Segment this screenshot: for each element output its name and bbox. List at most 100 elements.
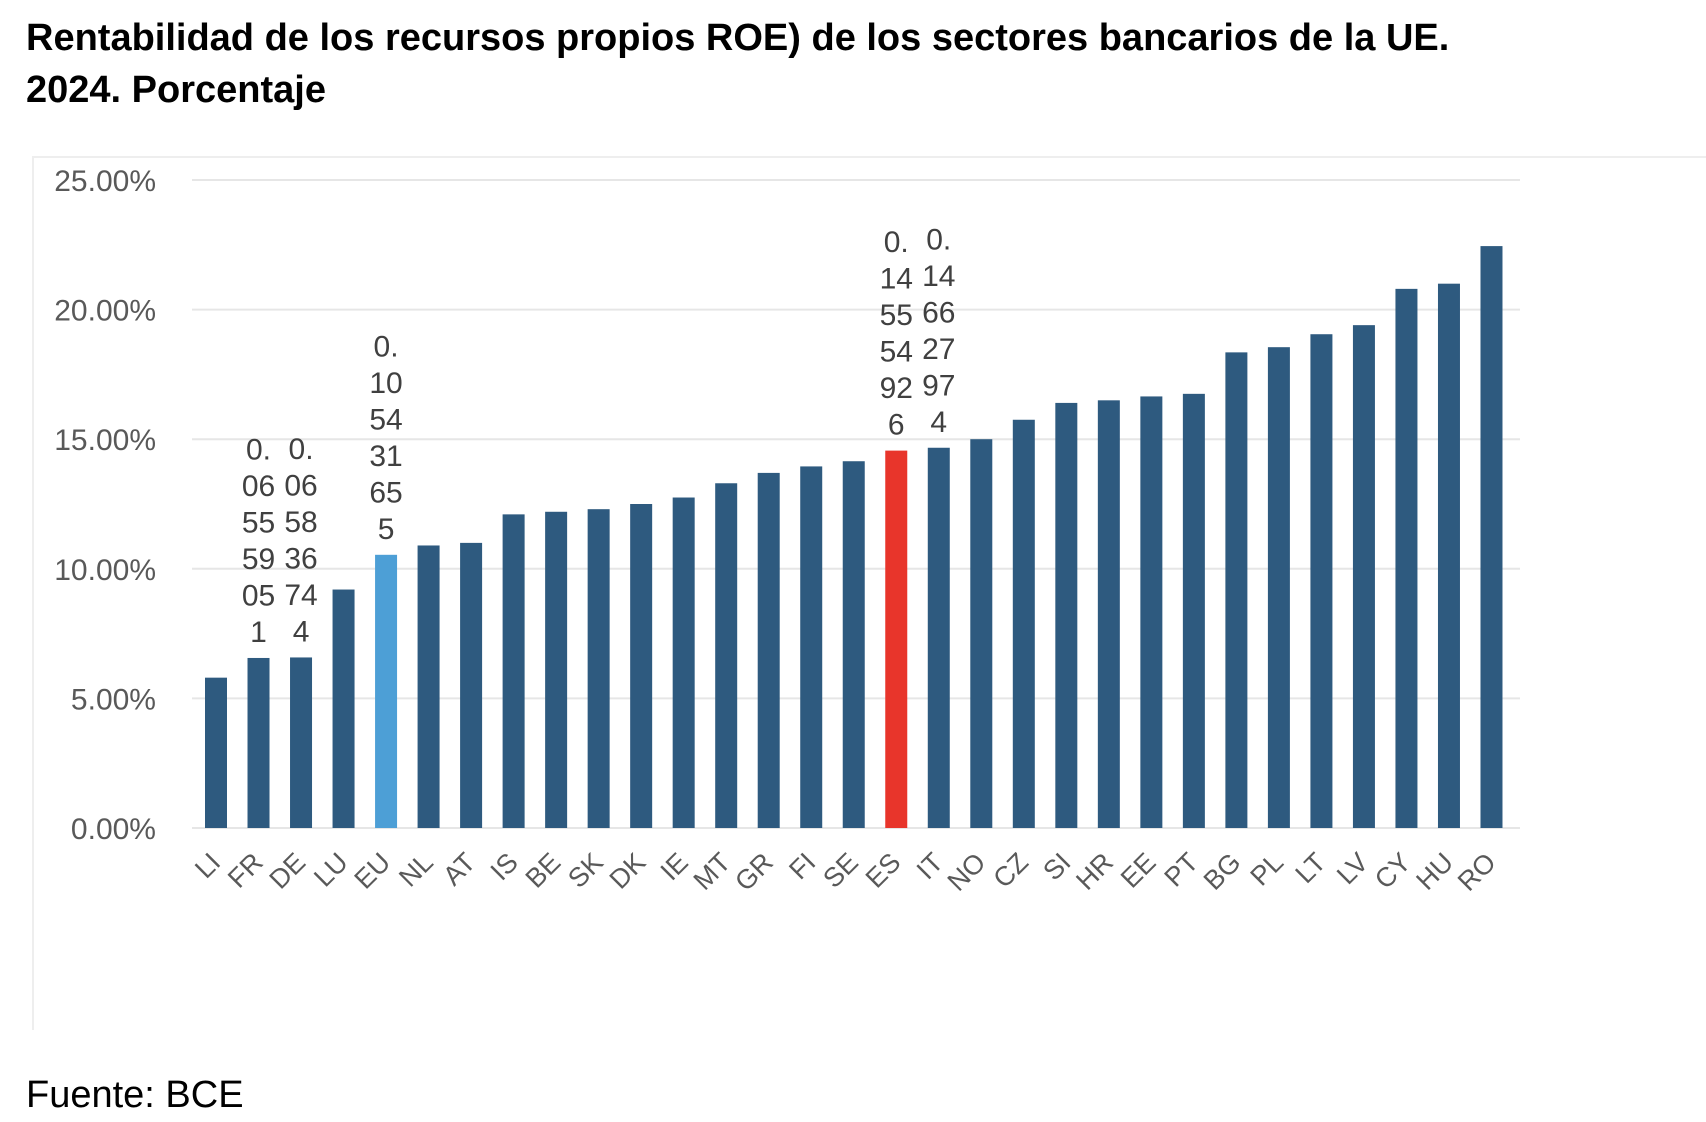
x-tick-label: DE bbox=[264, 847, 312, 895]
data-label-fr: 06 bbox=[242, 470, 275, 503]
data-label-eu: 5 bbox=[378, 513, 395, 546]
bar-se bbox=[842, 461, 865, 828]
x-tick-label: PT bbox=[1158, 847, 1204, 893]
roe-bar-chart: 0.00% 5.00% 10.00% 15.00% 20.00% 25.00% LIFRDE… bbox=[54, 165, 1520, 897]
data-label-fr: 1 bbox=[250, 616, 267, 649]
data-label-eu: 10 bbox=[369, 367, 402, 400]
bar-hr bbox=[1097, 400, 1120, 828]
bar-bg bbox=[1225, 352, 1248, 828]
x-tick-label: MT bbox=[688, 847, 737, 896]
data-label-it: 0. bbox=[926, 223, 951, 256]
x-tick-label: IT bbox=[911, 847, 949, 885]
bar-de bbox=[290, 657, 313, 828]
data-label-es: 6 bbox=[888, 409, 905, 442]
data-label-it: 4 bbox=[930, 406, 947, 439]
data-label-es: 55 bbox=[880, 299, 913, 332]
bar-mt bbox=[715, 483, 738, 828]
bar-pt bbox=[1182, 393, 1205, 828]
x-tick-label: CY bbox=[1369, 847, 1417, 895]
x-tick-label: GR bbox=[729, 847, 779, 897]
bar-is bbox=[502, 514, 525, 828]
chart-title: Rentabilidad de los recursos propios ROE… bbox=[26, 12, 1686, 116]
chart-title-line-2: 2024. Porcentaje bbox=[26, 69, 326, 111]
bar-ro bbox=[1480, 246, 1503, 828]
bar-ie bbox=[672, 497, 695, 828]
chart-frame: 0.00% 5.00% 10.00% 15.00% 20.00% 25.00% LI FR DE… bbox=[32, 156, 1706, 1030]
bar-es bbox=[885, 450, 908, 828]
bar-it bbox=[927, 447, 950, 828]
bar-fi bbox=[800, 466, 823, 828]
bar-pl bbox=[1267, 347, 1290, 828]
data-label-eu: 31 bbox=[369, 440, 402, 473]
bar-cy bbox=[1395, 288, 1418, 828]
x-tick-label: ES bbox=[860, 847, 907, 894]
x-tick-label: IE bbox=[655, 847, 694, 886]
x-tick-label: SI bbox=[1037, 847, 1076, 886]
chart-title-line-1: Rentabilidad de los recursos propios ROE… bbox=[26, 17, 1450, 59]
data-label-es: 92 bbox=[880, 372, 913, 405]
data-label-it: 66 bbox=[922, 296, 955, 329]
x-tick-label: BE bbox=[520, 847, 567, 894]
x-tick-label: PL bbox=[1245, 847, 1290, 892]
bar-gr bbox=[757, 472, 780, 828]
x-tick-label: HU bbox=[1410, 847, 1459, 896]
x-tick-label: FI bbox=[783, 847, 821, 885]
x-tick-label: SE bbox=[817, 847, 864, 894]
y-tick-label: 15.00% bbox=[54, 424, 156, 457]
x-tick-label: CZ bbox=[987, 847, 1034, 894]
data-label-de: 36 bbox=[284, 542, 317, 575]
x-tick-label: HR bbox=[1070, 847, 1119, 896]
y-tick-label: 5.00% bbox=[71, 683, 156, 716]
data-label-it: 97 bbox=[922, 369, 955, 402]
data-label-fr: 05 bbox=[242, 579, 275, 612]
x-tick-label: LI bbox=[189, 847, 226, 884]
data-label-es: 54 bbox=[880, 336, 913, 369]
x-tick-label: DK bbox=[604, 847, 652, 895]
bar-li bbox=[205, 677, 227, 828]
x-tick-label: LT bbox=[1290, 847, 1332, 889]
data-label-de: 74 bbox=[284, 579, 317, 612]
x-tick-label: EE bbox=[1115, 847, 1162, 894]
x-tick-label: BG bbox=[1198, 847, 1247, 896]
x-tick-label: EU bbox=[349, 847, 397, 895]
data-label-fr: 55 bbox=[242, 506, 275, 539]
bar-sk bbox=[587, 509, 610, 828]
y-tick-label: 10.00% bbox=[54, 554, 156, 587]
data-label-eu: 0. bbox=[374, 330, 399, 363]
bar-fr bbox=[247, 657, 270, 828]
data-label-es: 14 bbox=[880, 263, 913, 296]
data-label-it: 27 bbox=[922, 333, 955, 366]
x-tick-label: NO bbox=[942, 847, 992, 897]
data-label-es: 0. bbox=[884, 226, 909, 259]
x-tick-label: NL bbox=[393, 847, 439, 893]
bar-cz bbox=[1012, 419, 1035, 828]
x-tick-label: IS bbox=[485, 847, 524, 886]
data-label-eu: 54 bbox=[369, 403, 402, 436]
bar-hu bbox=[1437, 283, 1460, 828]
y-tick-label: 20.00% bbox=[54, 295, 156, 328]
x-tick-label: AT bbox=[437, 847, 481, 891]
bar-dk bbox=[630, 504, 653, 828]
bar-lv bbox=[1352, 325, 1375, 828]
data-label-eu: 65 bbox=[369, 476, 402, 509]
bar-no bbox=[970, 439, 993, 828]
bar-eu bbox=[375, 554, 398, 828]
y-tick-label: 0.00% bbox=[71, 813, 156, 846]
y-tick-label: 25.00% bbox=[54, 165, 156, 198]
x-tick-label: FR bbox=[222, 847, 269, 894]
data-label-de: 58 bbox=[284, 506, 317, 539]
x-tick-label: SK bbox=[562, 847, 609, 894]
data-label-fr: 0. bbox=[246, 433, 271, 466]
data-label-de: 0. bbox=[289, 433, 314, 466]
source-note: Fuente: BCE bbox=[26, 1074, 244, 1116]
x-tick-label: LV bbox=[1331, 847, 1374, 890]
bar-lt bbox=[1310, 334, 1333, 828]
data-label-fr: 59 bbox=[242, 543, 275, 576]
data-label-de: 4 bbox=[293, 615, 310, 648]
bar-si bbox=[1055, 402, 1078, 828]
bar-nl bbox=[417, 545, 440, 828]
x-tick-label: RO bbox=[1452, 847, 1502, 897]
data-label-de: 06 bbox=[284, 469, 317, 502]
bar-ee bbox=[1140, 396, 1163, 828]
bar-be bbox=[545, 511, 568, 828]
